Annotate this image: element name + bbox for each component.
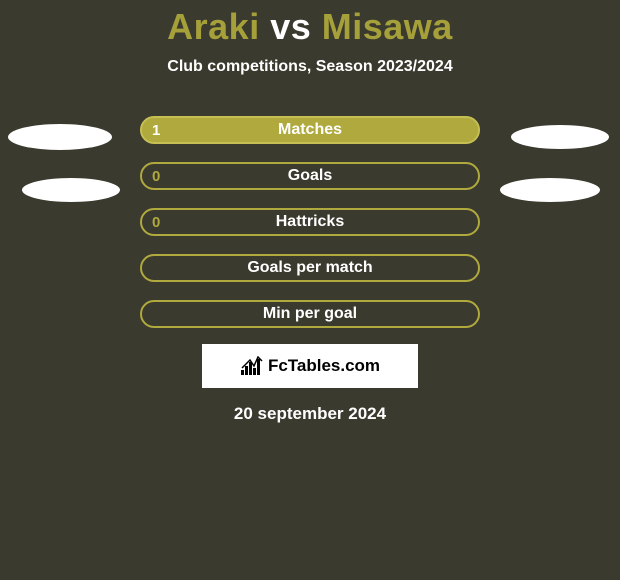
bar-label-matches: Matches bbox=[142, 121, 478, 139]
bar-label-mpg: Min per goal bbox=[142, 305, 478, 323]
title-vs: vs bbox=[260, 6, 322, 47]
bar-matches: 1 Matches bbox=[140, 116, 480, 144]
bar-hattricks: 0 Hattricks bbox=[140, 208, 480, 236]
title-player1: Araki bbox=[167, 6, 260, 47]
title-player2: Misawa bbox=[322, 6, 453, 47]
stat-row-gpm: Goals per match bbox=[0, 254, 620, 282]
stats-area: 1 Matches 0 Goals 0 Hattricks Goals per … bbox=[0, 116, 620, 328]
logo-text: FcTables.com bbox=[268, 356, 380, 376]
chart-icon bbox=[240, 356, 264, 376]
ellipse-decoration bbox=[500, 178, 600, 202]
ellipse-decoration bbox=[8, 124, 112, 150]
ellipse-decoration bbox=[22, 178, 120, 202]
stat-row-mpg: Min per goal bbox=[0, 300, 620, 328]
stat-row-hattricks: 0 Hattricks bbox=[0, 208, 620, 236]
main-container: Araki vs Misawa Club competitions, Seaso… bbox=[0, 0, 620, 424]
subtitle: Club competitions, Season 2023/2024 bbox=[167, 58, 452, 76]
page-title: Araki vs Misawa bbox=[167, 6, 453, 48]
bar-mpg: Min per goal bbox=[140, 300, 480, 328]
logo-box[interactable]: FcTables.com bbox=[202, 344, 418, 388]
bar-label-hattricks: Hattricks bbox=[142, 213, 478, 231]
bar-gpm: Goals per match bbox=[140, 254, 480, 282]
date-text: 20 september 2024 bbox=[234, 404, 386, 424]
bar-label-gpm: Goals per match bbox=[142, 259, 478, 277]
bar-label-goals: Goals bbox=[142, 167, 478, 185]
bar-goals: 0 Goals bbox=[140, 162, 480, 190]
ellipse-decoration bbox=[511, 125, 609, 149]
